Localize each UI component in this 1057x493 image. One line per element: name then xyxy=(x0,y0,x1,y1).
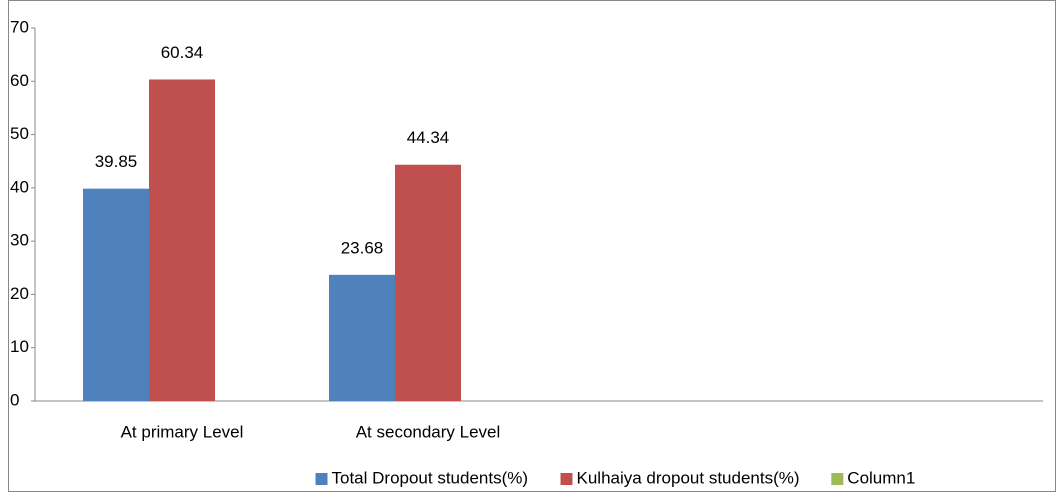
y-tick-label: 60 xyxy=(10,71,29,90)
bar xyxy=(329,274,395,401)
legend-label: Column1 xyxy=(847,468,915,487)
data-label: 44.34 xyxy=(407,128,450,147)
legend-swatch xyxy=(560,473,573,485)
bar xyxy=(395,164,461,401)
y-tick-label: 70 xyxy=(10,17,29,36)
data-label: 39.85 xyxy=(95,152,138,171)
legend-swatch xyxy=(831,473,844,485)
y-tick-label: 30 xyxy=(10,231,29,250)
y-tick-label: 40 xyxy=(10,177,29,196)
y-tick-label: 10 xyxy=(10,337,29,356)
y-tick-label: 20 xyxy=(10,284,29,303)
legend-label: Total Dropout students(%) xyxy=(332,468,529,487)
chart-border xyxy=(8,0,1056,492)
data-label: 23.68 xyxy=(341,238,384,257)
x-tick-label: At secondary Level xyxy=(356,422,501,441)
data-label: 60.34 xyxy=(161,43,204,62)
y-tick-label: 50 xyxy=(10,124,29,143)
x-tick-label: At primary Level xyxy=(121,422,244,441)
bar xyxy=(83,188,149,401)
legend-label: Kulhaiya dropout students(%) xyxy=(577,468,800,487)
y-tick-label: 0 xyxy=(10,390,19,409)
legend-swatch xyxy=(315,473,328,485)
bar xyxy=(149,79,215,401)
